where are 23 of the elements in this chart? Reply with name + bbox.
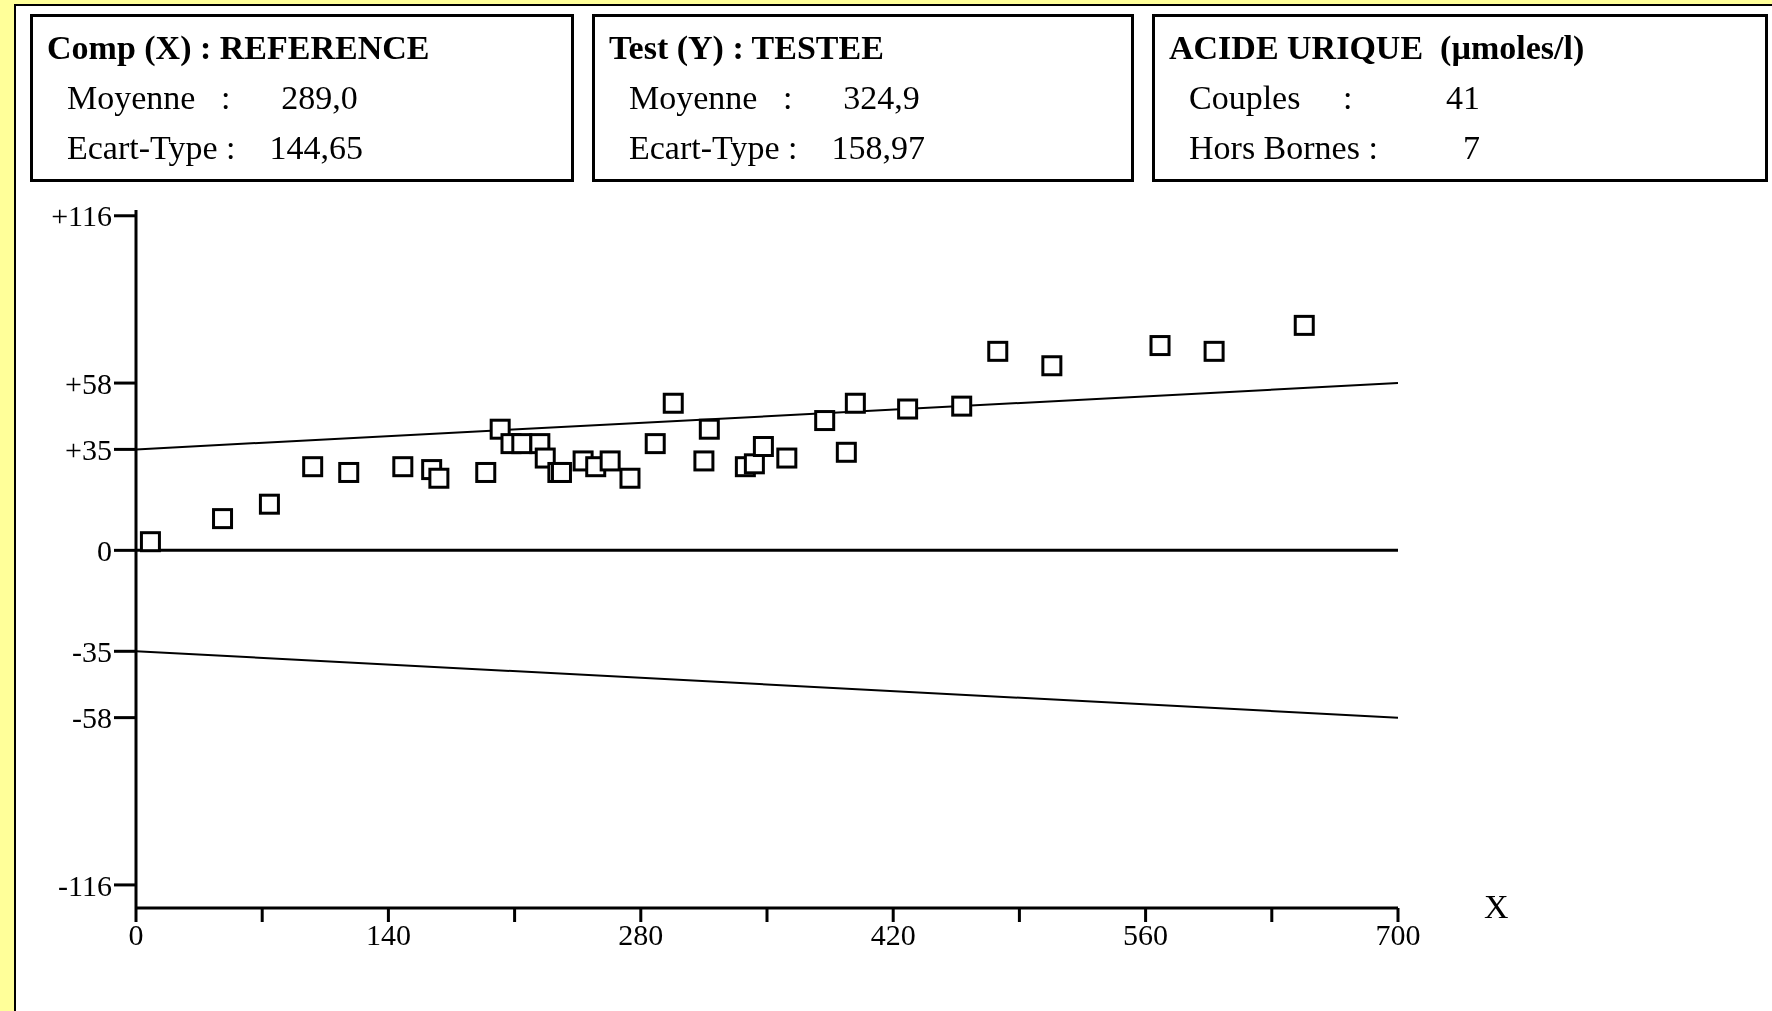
x-axis-title: X: [1484, 888, 1509, 926]
x-tick-label: 140: [365, 918, 411, 952]
y-tick-label: +116: [51, 199, 112, 233]
text: Ecart-Type : 144,65: [66, 128, 364, 168]
x-tick-label: 0: [128, 918, 144, 952]
x-tick-label: 280: [618, 918, 664, 952]
text: Couples : 41: [1188, 78, 1481, 118]
text: Hors Bornes : 7: [1188, 128, 1481, 168]
y-tick-label: -35: [72, 634, 112, 668]
x-tick-label: 560: [1123, 918, 1169, 952]
text: Moyenne : 289,0: [66, 78, 359, 118]
y-tick-label: -116: [58, 868, 112, 902]
y-tick-label: 0: [97, 534, 112, 567]
y-tick-label: -58: [72, 701, 112, 735]
text: ACIDE URIQUE (µmoles/l): [1169, 28, 1586, 68]
y-tick-label: +35: [65, 433, 112, 467]
text: Test (Y) : TESTEE: [609, 28, 885, 68]
x-tick-label: 700: [1375, 918, 1421, 952]
text: Comp (X) : REFERENCE: [47, 28, 431, 68]
text: Moyenne : 324,9: [628, 78, 921, 118]
x-tick-label: 420: [870, 918, 916, 952]
y-tick-label: +58: [65, 366, 112, 400]
text: Ecart-Type : 158,97: [628, 128, 926, 168]
